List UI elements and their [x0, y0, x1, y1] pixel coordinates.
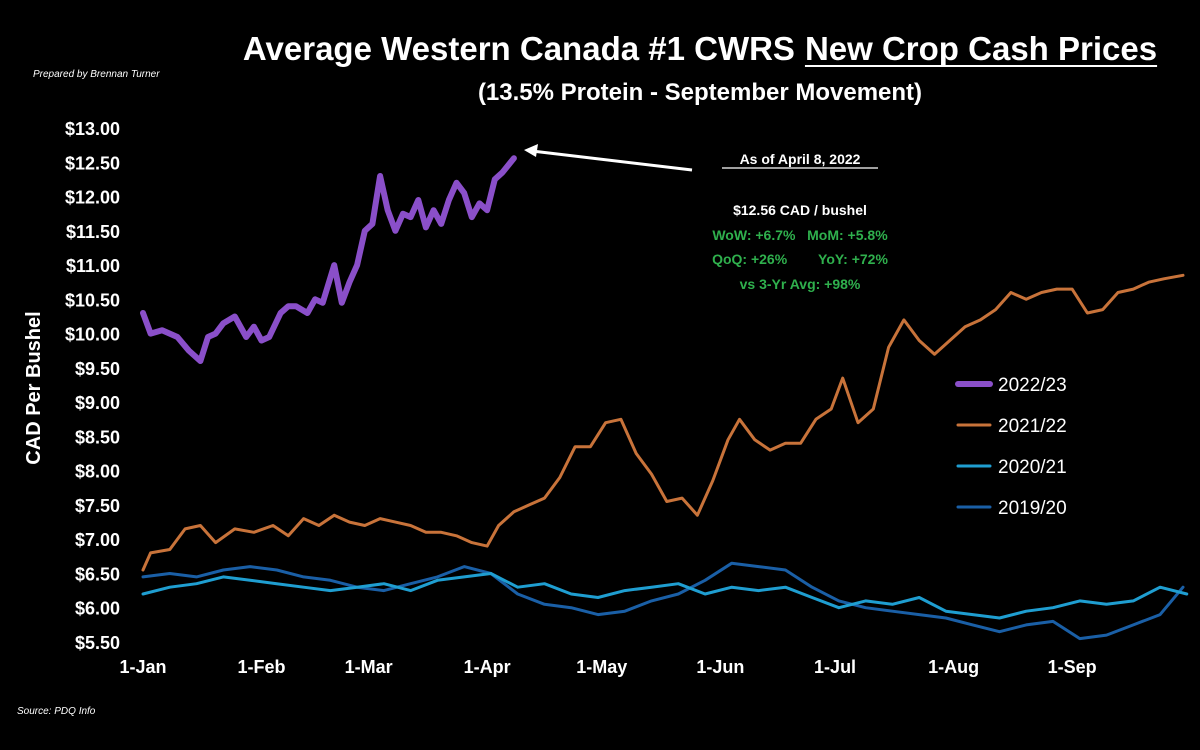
y-tick-label: $13.00 — [65, 119, 120, 139]
annotation-as-of: As of April 8, 2022 — [740, 151, 861, 167]
y-tick-label: $5.50 — [75, 633, 120, 653]
legend-label: 2020/21 — [998, 457, 1067, 478]
annotation-line3: vs 3-Yr Avg: +98% — [740, 276, 861, 292]
x-tick-label: 1-Mar — [345, 657, 393, 677]
annotation-line1: WoW: +6.7% MoM: +5.8% — [712, 227, 888, 243]
series-line-2021-22 — [141, 273, 1185, 572]
legend-label: 2022/23 — [998, 375, 1067, 396]
x-tick-label: 1-Jan — [119, 657, 166, 677]
x-tick-label: 1-Jul — [814, 657, 856, 677]
series-line-2019-20 — [141, 561, 1185, 641]
y-tick-label: $7.50 — [75, 496, 120, 516]
x-tick-label: 1-Feb — [238, 657, 286, 677]
y-tick-label: $12.50 — [65, 153, 120, 173]
x-tick-label: 1-May — [576, 657, 627, 677]
annotation: As of April 8, 2022 $12.56 CAD / bushel … — [524, 144, 888, 292]
y-tick-label: $10.50 — [65, 290, 120, 310]
y-tick-label: $8.00 — [75, 462, 120, 482]
y-axis-label: CAD Per Bushel — [23, 311, 45, 464]
x-axis: 1-Jan 1-Feb 1-Mar 1-Apr 1-May 1-Jun 1-Jul 1-Aug… — [119, 657, 1096, 677]
y-tick-label: $9.50 — [75, 359, 120, 379]
y-tick-label: $6.00 — [75, 599, 120, 619]
credit-text: Prepared by Brennan Turner — [33, 69, 160, 80]
y-tick-label: $9.00 — [75, 393, 120, 413]
chart-title-prefix: Average Western Canada #1 CWRS — [243, 30, 795, 67]
y-tick-label: $6.50 — [75, 564, 120, 584]
series-line-2022-23 — [140, 155, 517, 364]
chart-title: Average Western Canada #1 CWRS New Crop C… — [243, 30, 1157, 67]
chart-subtitle: (13.5% Protein - September Movement) — [478, 79, 922, 106]
x-tick-label: 1-Jun — [696, 657, 744, 677]
y-tick-label: $7.00 — [75, 530, 120, 550]
y-tick-label: $11.50 — [66, 222, 120, 242]
y-axis: $5.50 $6.00 $6.50 $7.00 $7.50 $8.00 $8.50 $9.00… — [65, 119, 120, 653]
x-tick-label: 1-Sep — [1048, 657, 1097, 677]
y-tick-label: $11.00 — [66, 256, 120, 276]
chart-title-underlined: New Crop Cash Prices — [805, 30, 1157, 67]
y-tick-label: $10.00 — [65, 325, 120, 345]
source-text: Source: PDQ Info — [17, 706, 96, 717]
annotation-price: $12.56 CAD / bushel — [733, 202, 867, 218]
legend-label: 2021/22 — [998, 416, 1067, 437]
legend-label: 2019/20 — [998, 498, 1067, 519]
series-line-2020-21 — [141, 572, 1189, 620]
series-layer — [140, 155, 1189, 641]
annotation-arrow-line — [531, 149, 693, 172]
x-tick-label: 1-Apr — [464, 657, 511, 677]
annotation-line2: QoQ: +26% YoY: +72% — [712, 251, 888, 267]
y-tick-label: $8.50 — [75, 427, 120, 447]
y-tick-label: $12.00 — [65, 188, 120, 208]
x-tick-label: 1-Aug — [928, 657, 979, 677]
legend: 2022/23 2021/22 2020/21 2019/20 — [955, 375, 1067, 519]
annotation-arrow-head — [524, 144, 538, 157]
